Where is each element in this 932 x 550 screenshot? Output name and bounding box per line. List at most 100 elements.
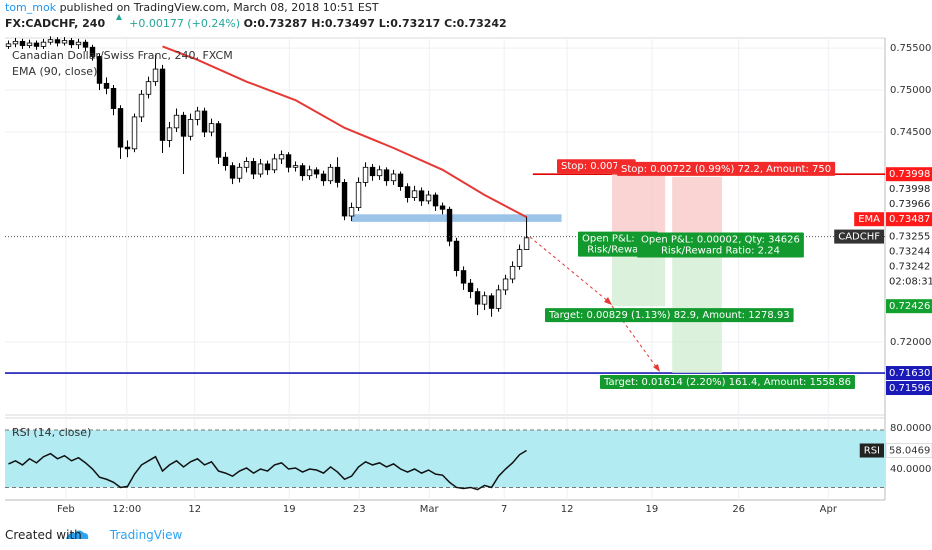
candle-body bbox=[327, 166, 334, 182]
candle-body bbox=[285, 154, 292, 168]
rsi-band bbox=[5, 430, 885, 488]
price-label-box bbox=[886, 229, 932, 244]
candle-body bbox=[432, 194, 439, 207]
candle-body bbox=[383, 169, 390, 182]
x-tick-label: 23 bbox=[353, 504, 366, 515]
candle-body bbox=[5, 43, 12, 47]
price-label: 02:08:31 bbox=[889, 277, 932, 288]
x-tick-label: 19 bbox=[283, 504, 296, 515]
candle-body bbox=[523, 237, 530, 250]
price-tag-box bbox=[834, 229, 884, 244]
candle-body bbox=[341, 182, 348, 217]
price-label-box bbox=[886, 381, 932, 396]
target-label: Target: 0.01614 (2.20%) 161.4, Amount: 1… bbox=[600, 375, 855, 390]
candle-body bbox=[131, 116, 138, 150]
x-tick-label: Mar bbox=[420, 504, 440, 515]
created-with: Created with bbox=[5, 528, 82, 542]
candle-body bbox=[166, 127, 173, 141]
candle-body bbox=[460, 270, 467, 284]
price-label: 0.71630 bbox=[889, 368, 930, 379]
rsi-value-box bbox=[885, 443, 932, 459]
stop-label-text: Stop: 0.00743 bbox=[561, 161, 632, 172]
price-label-box bbox=[886, 299, 932, 314]
candle-body bbox=[33, 42, 40, 47]
indicator-title: EMA (90, close) bbox=[12, 65, 97, 78]
y-tick-label: 0.75000 bbox=[890, 85, 931, 96]
candle-body bbox=[404, 186, 411, 198]
price-label: 0.73998 bbox=[889, 184, 930, 195]
tradingview-logo bbox=[66, 530, 89, 539]
candle-body bbox=[145, 81, 152, 95]
candle-body bbox=[418, 190, 425, 202]
arrow-line bbox=[529, 236, 610, 303]
ema-line bbox=[162, 45, 528, 218]
target-label-box bbox=[600, 375, 855, 390]
x-tick-label: 12:00 bbox=[112, 504, 141, 515]
target-label-box bbox=[545, 308, 794, 323]
candle-body bbox=[502, 278, 509, 291]
candle-body bbox=[481, 295, 488, 305]
candle-body bbox=[299, 165, 306, 177]
candle-body bbox=[250, 161, 257, 175]
up-arrow-icon bbox=[116, 14, 122, 20]
rsi-line bbox=[8, 449, 527, 491]
arrow-head bbox=[604, 297, 612, 305]
candle-body bbox=[495, 289, 502, 309]
candle-body bbox=[61, 40, 68, 44]
candle-body bbox=[138, 93, 145, 118]
arrow-head bbox=[653, 364, 660, 372]
candle-body bbox=[320, 173, 327, 182]
candle-body bbox=[180, 114, 187, 137]
target-zone bbox=[672, 237, 722, 374]
price-label: 0.73255 bbox=[889, 232, 930, 243]
candle-body bbox=[362, 166, 369, 183]
candle-body bbox=[96, 56, 103, 84]
price-label-box bbox=[886, 197, 932, 212]
candle-body bbox=[271, 158, 278, 171]
candle-body bbox=[159, 68, 166, 141]
price-label: 0.73998 bbox=[889, 169, 930, 180]
candle-body bbox=[47, 39, 54, 43]
price-label: 0.73242 bbox=[889, 262, 930, 273]
x-tick-label: 12 bbox=[561, 504, 574, 515]
candle-body bbox=[26, 42, 33, 46]
price-tag: CADCHF bbox=[838, 232, 880, 243]
candle-body bbox=[40, 41, 47, 47]
candle-body bbox=[425, 194, 432, 202]
candle-body bbox=[257, 163, 264, 175]
y-tick-label: 0.75500 bbox=[890, 43, 931, 54]
rsi-value-label: 58.0469 bbox=[889, 446, 930, 457]
chart-layer bbox=[5, 36, 885, 500]
candle-body bbox=[201, 110, 208, 133]
candle-body bbox=[236, 166, 243, 179]
candle-body bbox=[453, 240, 460, 271]
stop-label-text: Stop: 0.00722 (0.99%) 72.2, Amount: 750 bbox=[621, 164, 831, 175]
brand[interactable]: TradingView bbox=[109, 528, 183, 542]
symbol: FX:CADCHF, 240 bbox=[5, 17, 106, 30]
stop-zone bbox=[672, 176, 722, 238]
candle-body bbox=[215, 123, 222, 158]
rsi-tag: RSI bbox=[864, 446, 880, 457]
stop-label-box bbox=[617, 161, 836, 176]
candle-body bbox=[82, 41, 89, 48]
target-label-text: Target: 0.00829 (1.13%) 82.9, Amount: 12… bbox=[548, 310, 790, 321]
author[interactable]: tom_mok bbox=[5, 1, 57, 14]
candle-body bbox=[411, 190, 418, 198]
candle-body bbox=[54, 39, 61, 44]
candle-body bbox=[12, 40, 19, 45]
x-tick-label: Apr bbox=[820, 504, 838, 515]
candle-body bbox=[439, 205, 446, 210]
y-tick-label: 0.74500 bbox=[890, 127, 931, 138]
candle-body bbox=[488, 295, 495, 309]
price-label: 0.73487 bbox=[889, 214, 930, 225]
stop-label: Stop: 0.00722 (0.99%) 72.2, Amount: 750 bbox=[617, 161, 836, 176]
stop-zone bbox=[611, 174, 666, 237]
candle-body bbox=[313, 169, 320, 175]
candle-body bbox=[348, 207, 355, 217]
x-tick-label: 19 bbox=[646, 504, 659, 515]
pnl-label-text: Risk/Reward bbox=[587, 245, 648, 256]
price-label: 0.71596 bbox=[889, 383, 930, 394]
header-line: tom_mok published on TradingView.com, Ma… bbox=[5, 1, 379, 14]
